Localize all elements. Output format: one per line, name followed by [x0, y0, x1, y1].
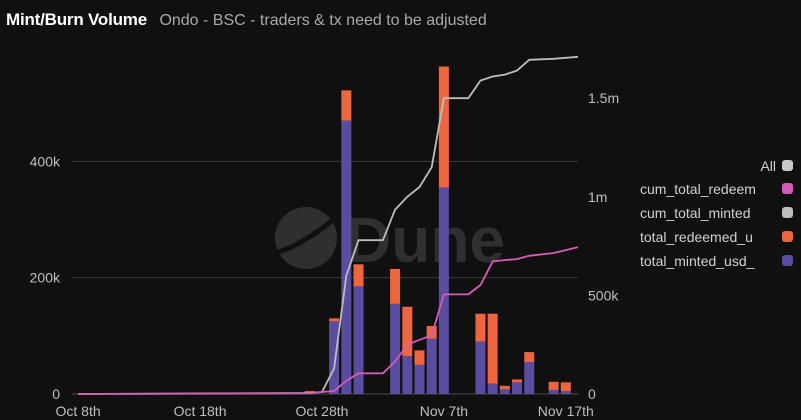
bar-redeemed[interactable]: [341, 90, 352, 121]
bar-minted[interactable]: [487, 383, 498, 394]
bar-minted[interactable]: [475, 341, 486, 394]
line-cum-total-minted[interactable]: [78, 55, 579, 395]
y-left-tick-label: 400k: [30, 153, 61, 169]
bar-minted[interactable]: [353, 286, 364, 394]
bar-redeemed[interactable]: [512, 379, 523, 383]
bar-redeemed[interactable]: [414, 350, 425, 365]
bar-redeemed[interactable]: [499, 385, 510, 390]
bar-minted[interactable]: [548, 389, 559, 394]
bar-minted[interactable]: [414, 364, 425, 394]
bar-redeemed[interactable]: [487, 313, 498, 384]
bar-minted[interactable]: [438, 187, 449, 394]
legend-item-swatch[interactable]: [782, 231, 793, 242]
legend-item-swatch[interactable]: [782, 207, 793, 218]
y-right-tick-label: 500k: [588, 287, 619, 303]
y-left-tick-label: 200k: [30, 270, 61, 286]
legend-item-swatch[interactable]: [782, 183, 793, 194]
bar-minted[interactable]: [560, 391, 571, 394]
chart-header: Mint/Burn Volume Ondo - BSC - traders & …: [6, 10, 487, 30]
legend-item-label[interactable]: cum_total_minted: [640, 205, 751, 221]
bar-redeemed[interactable]: [390, 268, 401, 304]
x-tick-label: Oct 8th: [56, 403, 101, 419]
x-tick-label: Nov 7th: [420, 403, 468, 419]
bar-redeemed[interactable]: [475, 313, 486, 342]
chart-subtitle: Ondo - BSC - traders & tx need to be adj…: [159, 12, 487, 29]
x-tick-label: Oct 28th: [295, 403, 348, 419]
legend-item-label[interactable]: cum_total_redeem: [640, 181, 756, 197]
x-tick-label: Nov 17th: [538, 403, 594, 419]
bar-redeemed[interactable]: [524, 352, 535, 363]
y-right-tick-label: 0: [588, 386, 596, 402]
bar-minted[interactable]: [329, 321, 340, 394]
bar-minted[interactable]: [341, 120, 352, 394]
bar-redeemed[interactable]: [329, 318, 340, 322]
dune-watermark: Dune: [275, 204, 505, 276]
bar-minted[interactable]: [390, 303, 401, 394]
bar-minted[interactable]: [524, 362, 535, 394]
bar-redeemed[interactable]: [353, 264, 364, 287]
x-tick-label: Oct 18th: [174, 403, 227, 419]
legend-all-label[interactable]: All: [760, 158, 776, 174]
legend-all-swatch[interactable]: [782, 160, 793, 171]
y-right-tick-label: 1.5m: [588, 90, 619, 106]
bar-redeemed[interactable]: [548, 381, 559, 390]
legend-item-label[interactable]: total_redeemed_u: [640, 229, 753, 245]
bar-redeemed[interactable]: [438, 66, 449, 188]
bar-redeemed[interactable]: [560, 382, 571, 392]
legend-item-label[interactable]: total_minted_usd_: [640, 253, 755, 269]
bar-redeemed[interactable]: [304, 391, 315, 393]
y-left-tick-label: 0: [52, 386, 60, 402]
bar-minted[interactable]: [512, 382, 523, 394]
y-right-tick-label: 1m: [588, 189, 607, 205]
dune-logo-cut: [277, 218, 335, 255]
chart-title: Mint/Burn Volume: [6, 10, 147, 29]
bar-minted[interactable]: [426, 338, 437, 394]
legend-item-swatch[interactable]: [782, 255, 793, 266]
line-cum-total-redeemed[interactable]: [78, 246, 579, 395]
bar-minted[interactable]: [402, 356, 413, 394]
bar-redeemed[interactable]: [402, 306, 413, 357]
bar-minted[interactable]: [499, 389, 510, 394]
